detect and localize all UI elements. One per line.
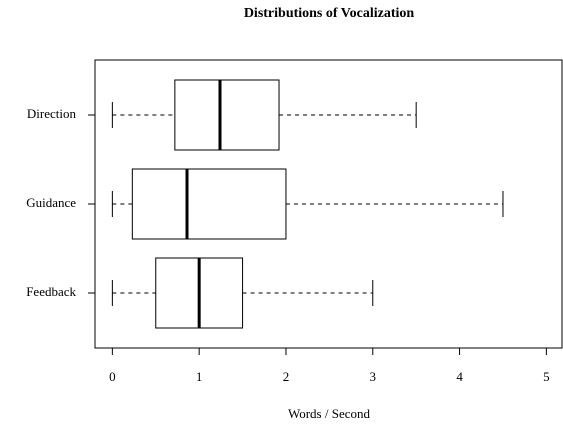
chart-title: Distributions of Vocalization — [244, 6, 415, 21]
x-tick-label: 2 — [283, 369, 290, 384]
x-axis-label: Words / Second — [288, 406, 370, 421]
box — [131, 168, 287, 240]
x-tick-label: 1 — [196, 369, 203, 384]
y-tick-label: Guidance — [26, 195, 76, 210]
x-tick-label: 0 — [109, 369, 116, 384]
y-tick-label: Direction — [27, 106, 77, 121]
x-tick-label: 5 — [543, 369, 550, 384]
x-tick-label: 4 — [456, 369, 463, 384]
x-tick-label: 3 — [370, 369, 377, 384]
box — [174, 79, 280, 151]
y-tick-label: Feedback — [26, 284, 76, 299]
